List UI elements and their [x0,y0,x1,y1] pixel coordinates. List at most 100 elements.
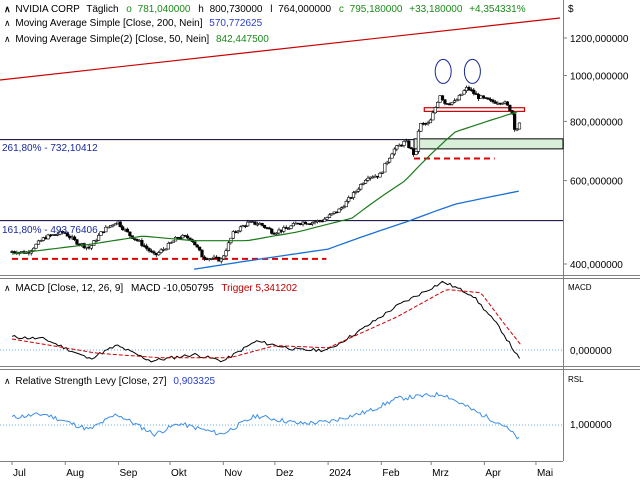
candle-body [291,223,295,227]
candle-body [39,240,43,242]
candle-body [392,148,397,155]
candle-body [354,191,358,193]
high-label: h [198,4,204,15]
macd-value: MACD -10,050795 [131,283,214,294]
candle-body [152,251,156,254]
candle-body [113,223,118,226]
candle-body [94,240,98,242]
candle-body [351,192,356,199]
interval-label: Täglich [86,4,118,15]
candle-body [270,228,274,234]
candle-body [416,130,421,152]
candle-body [188,237,192,240]
candle-body [342,206,346,209]
y-tick-label: 1200,000000 [570,34,629,45]
candle-body [313,221,317,223]
candle-body [467,86,471,90]
price-panel [0,0,563,275]
open-label: o [126,4,132,15]
x-tick-label: Feb [382,468,400,479]
candle-body [330,213,334,216]
candle-body [286,228,291,230]
candle-body [455,99,459,102]
rsl-legend: ∧ Relative Strength Levy [Close, 27] 0,9… [4,376,216,387]
candle-body [409,147,413,150]
candle-body [282,227,286,232]
candle-body [311,222,315,225]
candle-body [63,232,67,234]
candle-body [339,207,344,210]
candle-body [303,221,308,225]
macd-header: ∧ MACD [Close, 12, 26, 9] MACD -10,05079… [4,283,612,357]
change-pct: +4,354331% [469,4,526,15]
rsl-value: 0,903325 [173,376,215,387]
candle-body [238,226,243,232]
candle-body [128,231,132,236]
candle-body [246,221,250,227]
candle-body [195,244,199,248]
candle-body [508,104,512,111]
candle-body [513,113,517,130]
ma50-legend: ∧ Moving Average Simple(2) [Close, 50, N… [4,34,269,45]
candle-body [125,228,130,233]
candle-body [361,182,365,185]
candle-body [72,236,77,241]
candle-body [462,90,466,95]
close-value: 795,180000 [350,4,403,15]
symbol-name: NVIDIA CORP [15,4,80,15]
macd-panel [0,278,563,366]
x-tick-label: Apr [485,468,501,479]
candle-body [89,245,93,249]
candle-body [109,225,113,228]
open-value: 781,040000 [138,4,191,15]
candle-body [426,122,430,125]
candle-body [501,102,505,105]
candle-body [140,240,144,246]
rsl-axis-name: RSL [568,375,584,384]
x-tick-label: 2024 [329,468,352,479]
x-tick-label: Okt [171,468,187,479]
candle-body [486,97,490,100]
fib-label-1: 261,80% - 732,10412 [2,143,98,154]
rsl-tick: 1,000000 [570,420,612,431]
candle-body [327,214,332,218]
candle-body [101,231,106,233]
y-tick-label: 600,000000 [570,177,623,188]
candle-body [433,107,437,114]
candle-body [431,112,435,121]
axis-ticks: 1200,000000 1000,000000 800,000000 600,0000… [11,34,629,479]
pattern-arc [434,58,452,84]
fib-levels [0,17,564,426]
candle-body [260,222,264,226]
collapse-icon: ∧ [4,283,11,293]
candle-body [378,173,382,178]
candle-body [344,200,348,208]
collapse-icon: ∧ [4,4,11,14]
candle-body [491,99,495,103]
candle-body [517,122,522,130]
candle-body [231,231,235,239]
candle-body [147,248,151,252]
ma50-line [11,111,518,255]
x-tick-label: Mrz [432,468,449,479]
candle-body [284,227,288,229]
candle-body [387,157,392,163]
candle-body [104,226,108,233]
y-tick-label: 400,000000 [570,260,623,271]
candle-body [419,123,423,132]
candle-body [36,240,41,245]
candle-body [457,95,461,101]
candle-body [193,241,197,246]
candle-body [106,226,110,229]
candle-body [402,141,406,146]
candle-body [390,153,394,159]
candle-body [164,248,168,251]
candle-body [440,95,445,100]
candle-body [236,230,240,233]
candle-body [166,242,170,250]
candle-body [366,177,370,181]
currency-label: $ [568,4,574,15]
candle-body [337,208,341,213]
candle-body [407,140,411,149]
candle-body [443,99,447,104]
